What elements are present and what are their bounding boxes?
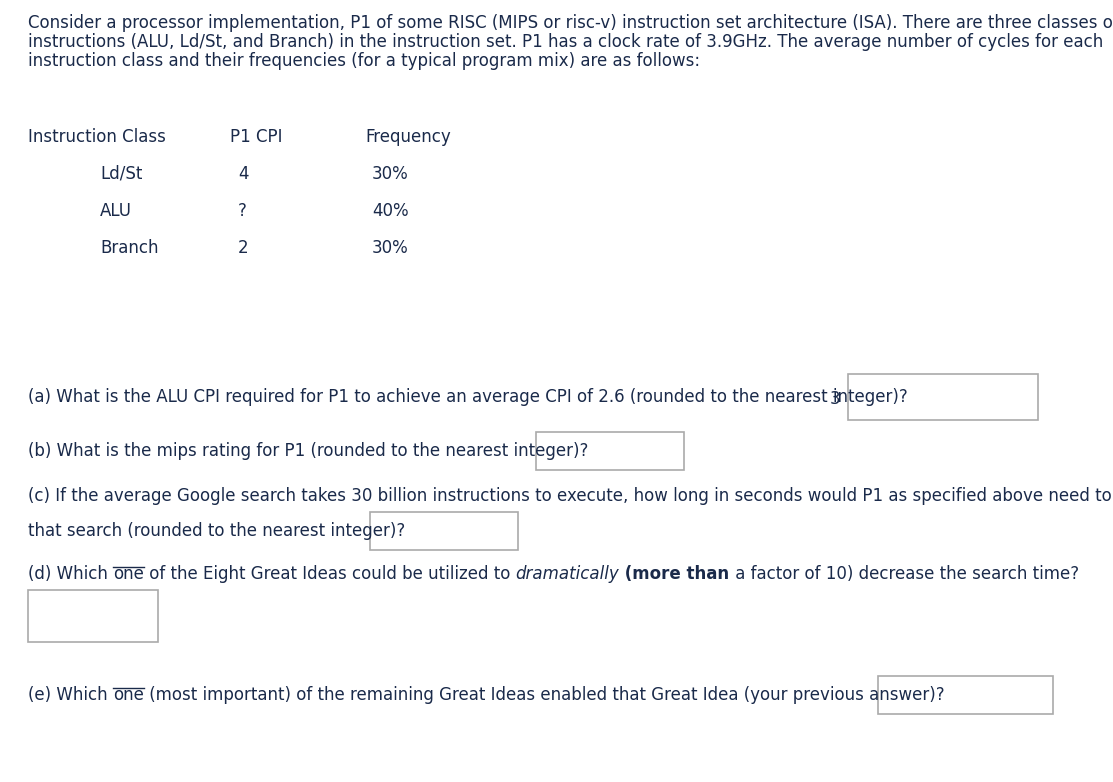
Text: instruction class and their frequencies (for a typical program mix) are as follo: instruction class and their frequencies … (28, 52, 700, 70)
Text: dramatically: dramatically (515, 565, 619, 583)
FancyBboxPatch shape (848, 374, 1038, 420)
Text: 30%: 30% (372, 165, 408, 183)
FancyBboxPatch shape (28, 590, 158, 642)
Text: 40%: 40% (372, 202, 408, 220)
Text: 30%: 30% (372, 239, 408, 257)
Text: ?: ? (238, 202, 247, 220)
Text: P1 CPI: P1 CPI (230, 128, 283, 146)
Text: Frequency: Frequency (365, 128, 451, 146)
Text: (e) Which: (e) Which (28, 686, 112, 704)
Text: 3: 3 (830, 390, 840, 408)
Text: (d) Which: (d) Which (28, 565, 114, 583)
Text: (a) What is the ALU CPI required for P1 to achieve an average CPI of 2.6 (rounde: (a) What is the ALU CPI required for P1 … (28, 388, 908, 406)
Text: instructions (ALU, Ld/St, and Branch) in the instruction set. P1 has a clock rat: instructions (ALU, Ld/St, and Branch) in… (28, 33, 1103, 51)
FancyBboxPatch shape (536, 432, 684, 470)
Text: that search (rounded to the nearest integer)?: that search (rounded to the nearest inte… (28, 522, 405, 540)
Text: of the Eight Great Ideas could be utilized to: of the Eight Great Ideas could be utiliz… (144, 565, 515, 583)
Text: a factor of 10) decrease the search time?: a factor of 10) decrease the search time… (729, 565, 1078, 583)
Text: one: one (112, 686, 144, 704)
Text: (most important) of the remaining Great Ideas enabled that Great Idea (your prev: (most important) of the remaining Great … (144, 686, 944, 704)
Text: Ld/St: Ld/St (100, 165, 142, 183)
Text: Instruction Class: Instruction Class (28, 128, 166, 146)
Text: 4: 4 (238, 165, 248, 183)
Text: (more than: (more than (619, 565, 729, 583)
Text: (c) If the average Google search takes 30 billion instructions to execute, how l: (c) If the average Google search takes 3… (28, 487, 1113, 505)
FancyBboxPatch shape (370, 512, 518, 550)
Text: Branch: Branch (100, 239, 158, 257)
Text: 2: 2 (238, 239, 248, 257)
Text: (b) What is the mips rating for P1 (rounded to the nearest integer)?: (b) What is the mips rating for P1 (roun… (28, 442, 589, 460)
Text: Consider a processor implementation, P1 of some RISC (MIPS or risc-v) instructio: Consider a processor implementation, P1 … (28, 14, 1113, 32)
Text: one: one (114, 565, 144, 583)
Text: ALU: ALU (100, 202, 132, 220)
FancyBboxPatch shape (878, 676, 1053, 714)
